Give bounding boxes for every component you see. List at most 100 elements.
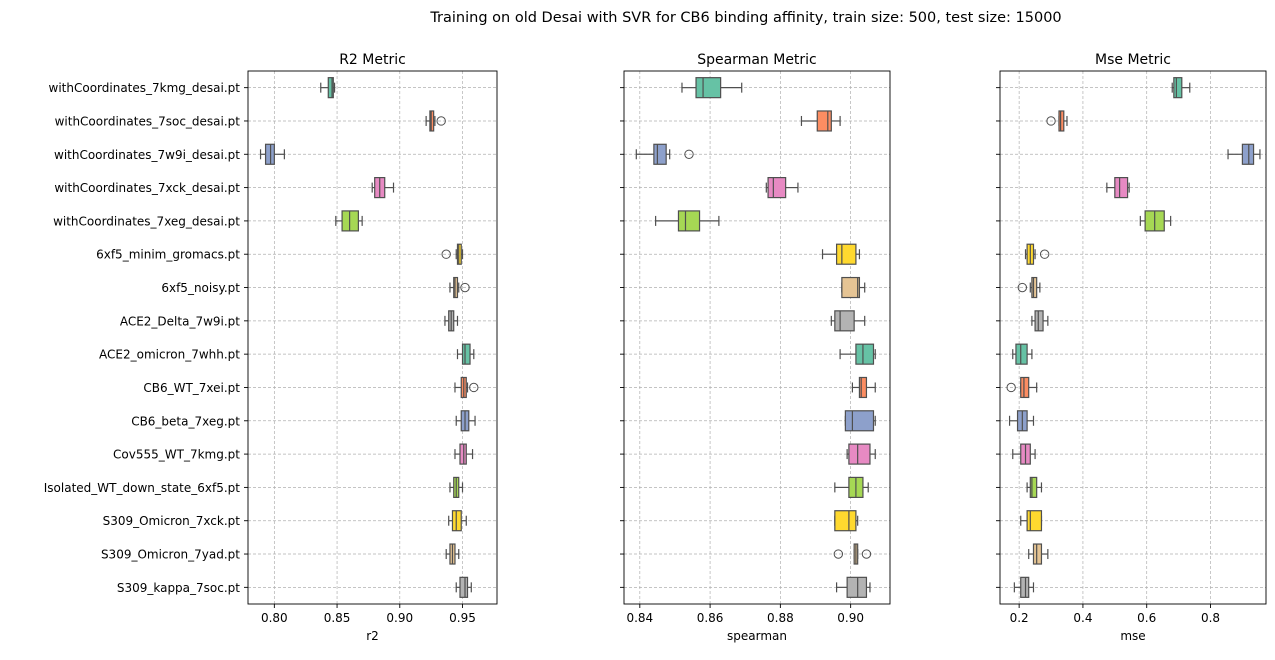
x-tick-label: 0.2 [1010, 611, 1029, 625]
outlier-point [1046, 116, 1056, 126]
iqr-box [1026, 510, 1043, 532]
box-1 [320, 77, 336, 99]
iqr-box [835, 243, 857, 265]
box-1 [681, 77, 743, 99]
iqr-box [858, 376, 868, 399]
outlier-point [1039, 249, 1050, 259]
iqr-box [1015, 343, 1028, 365]
outlier-point [1006, 382, 1016, 393]
outlier-point [684, 149, 694, 159]
iqr-box [816, 110, 832, 132]
box-3 [1227, 143, 1261, 165]
box-6 [1024, 243, 1050, 265]
x-axis-label: mse [1120, 629, 1145, 643]
box-8 [1031, 310, 1049, 332]
iqr-box [453, 276, 459, 299]
panel-1: 0.80 0.85 0.90 0.95 withCoordinates_7kmg_des… [44, 52, 498, 643]
box-14 [1020, 510, 1043, 532]
y-tick-label: 6xf5_minim_gromacs.pt [96, 248, 240, 262]
iqr-box [1173, 77, 1183, 99]
box-11 [1008, 410, 1035, 432]
box-13 [834, 476, 869, 499]
box-2 [1046, 110, 1068, 132]
box-5 [655, 210, 720, 232]
iqr-box [841, 276, 861, 299]
y-tick-label: S309_Omicron_7yad.pt [101, 548, 240, 562]
y-tick-label: withCoordinates_7kmg_desai.pt [49, 81, 241, 95]
box-12 [846, 443, 876, 465]
y-tick-label: withCoordinates_7xck_desai.pt [54, 181, 240, 195]
iqr-box [451, 510, 462, 532]
iqr-box [1020, 576, 1030, 598]
y-tick-label: ACE2_Delta_7w9i.pt [120, 314, 240, 328]
box-11 [455, 410, 476, 432]
box-8 [444, 310, 459, 332]
box-8 [830, 310, 866, 332]
box-5 [335, 210, 363, 232]
box-13 [1026, 476, 1043, 499]
y-tick-label: S309_kappa_7soc.pt [117, 581, 240, 595]
iqr-box [1034, 310, 1044, 332]
box-16 [835, 576, 871, 598]
box-13 [449, 476, 464, 499]
iqr-box [846, 576, 868, 598]
box-3 [259, 143, 285, 165]
iqr-box [834, 510, 857, 532]
x-tick-label: 0.4 [1073, 611, 1092, 625]
x-tick-label: 0.90 [386, 611, 413, 625]
y-tick-label: 6xf5_noisy.pt [161, 281, 240, 295]
box-10 [851, 376, 876, 399]
iqr-box [1114, 177, 1129, 199]
x-tick-label: 0.80 [261, 611, 288, 625]
box-15 [833, 543, 872, 565]
iqr-box [834, 310, 855, 332]
box-4 [371, 177, 395, 199]
iqr-box [1020, 376, 1030, 399]
iqr-box [459, 576, 469, 598]
box-6 [441, 243, 464, 265]
panel-3: 0.2 0.4 0.6 0.8 Mse Metric mse [996, 52, 1267, 643]
panel-2: 0.84 0.86 0.88 0.90 Spearman Metric spearman [620, 52, 891, 643]
iqr-box [459, 443, 467, 465]
box-7 [1017, 276, 1041, 299]
y-tick-label: withCoordinates_7xeg_desai.pt [53, 214, 240, 228]
x-tick-label: 0.8 [1201, 611, 1220, 625]
box-1 [1171, 77, 1191, 99]
x-tick-label: 0.95 [449, 611, 476, 625]
box-15 [1028, 543, 1049, 565]
iqr-box [461, 343, 471, 365]
box-4 [765, 177, 799, 199]
x-tick-label: 0.6 [1137, 611, 1156, 625]
box-16 [455, 576, 472, 598]
iqr-box [429, 110, 435, 132]
box-9 [1012, 343, 1033, 365]
iqr-box [1241, 143, 1255, 165]
iqr-box [695, 77, 722, 99]
iqr-box [264, 143, 275, 165]
box-9 [456, 343, 475, 365]
box-14 [448, 510, 467, 532]
outlier-point [1017, 282, 1028, 293]
box-15 [445, 543, 460, 565]
iqr-box [456, 243, 462, 265]
box-14 [834, 510, 859, 532]
box-10 [454, 376, 479, 399]
box-3 [635, 143, 694, 165]
panel-title: Spearman Metric [697, 52, 817, 68]
box-11 [844, 410, 876, 432]
x-axis-label: r2 [366, 629, 379, 643]
figure-title: Training on old Desai with SVR for CB6 b… [429, 10, 1061, 26]
box-6 [821, 243, 861, 265]
y-tick-label: ACE2_omicron_7whh.pt [99, 348, 240, 362]
outlier-point [833, 549, 844, 559]
iqr-box [327, 77, 334, 99]
box-10 [1006, 376, 1038, 399]
outlier-point [441, 249, 451, 259]
box-16 [1013, 576, 1035, 598]
x-tick-label: 0.90 [837, 611, 864, 625]
iqr-box [1031, 276, 1038, 299]
box-7 [841, 276, 866, 299]
y-tick-label: Cov555_WT_7kmg.pt [113, 448, 240, 462]
